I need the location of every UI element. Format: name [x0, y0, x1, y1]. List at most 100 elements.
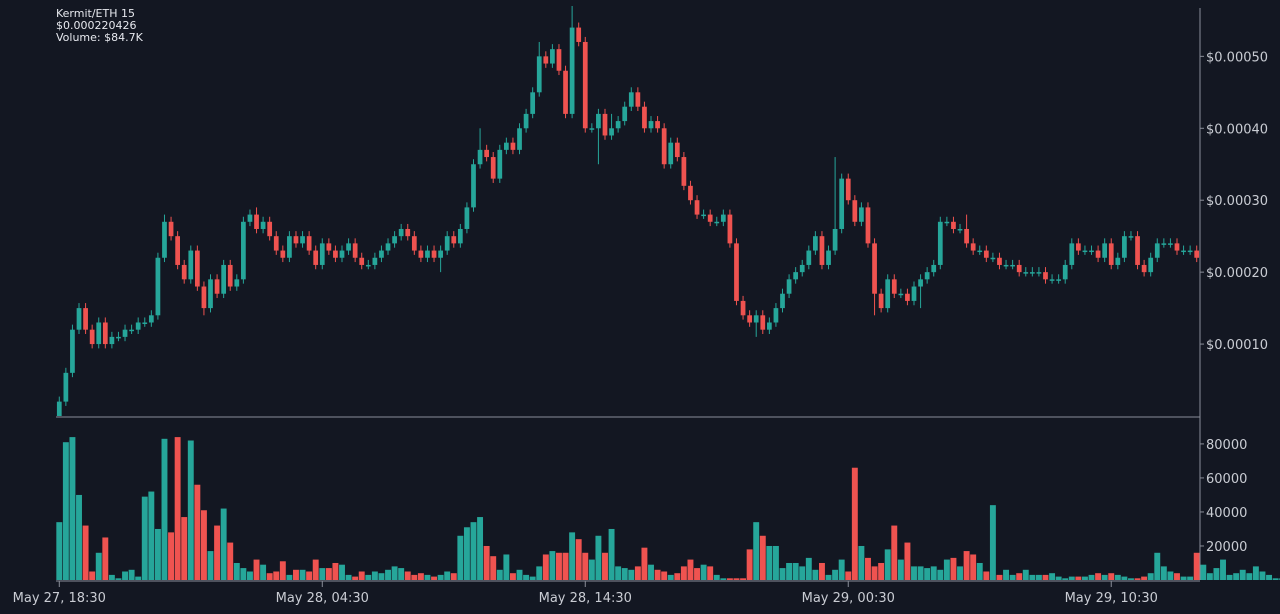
volume-bar[interactable]	[1167, 571, 1174, 580]
volume-bar[interactable]	[851, 467, 858, 580]
candle-body[interactable]	[267, 221, 273, 237]
volume-bar[interactable]	[687, 559, 694, 580]
volume-bar[interactable]	[1081, 576, 1088, 580]
candle-body[interactable]	[1082, 250, 1088, 253]
candle-body[interactable]	[786, 279, 792, 294]
candle-body[interactable]	[1128, 236, 1134, 238]
candle-body[interactable]	[1010, 264, 1015, 267]
volume-bar[interactable]	[411, 574, 418, 580]
candle-body[interactable]	[56, 401, 62, 416]
volume-bar[interactable]	[648, 564, 654, 580]
candle-body[interactable]	[385, 243, 391, 251]
volume-bar[interactable]	[431, 576, 438, 580]
candle-body[interactable]	[628, 92, 634, 107]
candle-body[interactable]	[477, 149, 483, 165]
candle-body[interactable]	[1181, 250, 1186, 253]
volume-bar[interactable]	[516, 569, 523, 580]
volume-bar[interactable]	[825, 574, 832, 580]
volume-bar[interactable]	[417, 573, 424, 580]
candle-body[interactable]	[1029, 272, 1035, 274]
volume-bar[interactable]	[470, 522, 477, 580]
volume-bar[interactable]	[1180, 576, 1187, 580]
volume-bar[interactable]	[1088, 574, 1095, 580]
volume-bar[interactable]	[1055, 576, 1062, 580]
candle-body[interactable]	[753, 315, 759, 323]
candle-body[interactable]	[129, 329, 134, 332]
volume-bar[interactable]	[371, 571, 378, 580]
candle-body[interactable]	[845, 178, 851, 201]
candle-body[interactable]	[951, 221, 956, 229]
candle-body[interactable]	[1069, 243, 1075, 265]
candle-body[interactable]	[556, 49, 562, 71]
candle-body[interactable]	[898, 293, 904, 296]
candle-body[interactable]	[1154, 243, 1160, 258]
candle-body[interactable]	[504, 142, 509, 150]
volume-bar[interactable]	[792, 562, 799, 580]
volume-bar[interactable]	[805, 557, 812, 580]
volume-bar[interactable]	[812, 569, 819, 580]
volume-bar[interactable]	[1121, 576, 1128, 580]
candle-body[interactable]	[970, 243, 976, 251]
volume-bar[interactable]	[858, 545, 865, 580]
candle-body[interactable]	[997, 257, 1002, 265]
candle-body[interactable]	[89, 329, 95, 345]
candle-body[interactable]	[819, 236, 825, 265]
volume-bar[interactable]	[556, 552, 562, 580]
volume-bar[interactable]	[161, 438, 168, 580]
volume-bar[interactable]	[1134, 578, 1141, 580]
candle-body[interactable]	[333, 250, 338, 258]
candle-body[interactable]	[872, 243, 877, 294]
volume-bar[interactable]	[542, 554, 549, 580]
volume-bar[interactable]	[661, 571, 668, 580]
candle-body[interactable]	[379, 250, 384, 258]
volume-bar[interactable]	[1062, 578, 1069, 580]
volume-bar[interactable]	[1128, 578, 1134, 580]
volume-bar[interactable]	[989, 505, 996, 580]
volume-bar[interactable]	[312, 559, 319, 580]
candle-body[interactable]	[63, 372, 69, 402]
volume-bar[interactable]	[444, 571, 451, 580]
candle-body[interactable]	[221, 264, 227, 294]
candle-body[interactable]	[405, 228, 411, 237]
candle-body[interactable]	[313, 250, 319, 265]
candle-body[interactable]	[1108, 243, 1114, 265]
candle-body[interactable]	[918, 279, 923, 287]
candle-body[interactable]	[852, 200, 858, 222]
volume-bar[interactable]	[299, 569, 306, 580]
candle-body[interactable]	[398, 228, 404, 237]
candle-body[interactable]	[615, 121, 621, 129]
volume-bar[interactable]	[891, 525, 898, 580]
candle-body[interactable]	[635, 92, 641, 107]
volume-bar[interactable]	[286, 574, 293, 580]
candle-body[interactable]	[832, 228, 838, 251]
candle-body[interactable]	[260, 221, 266, 229]
candle-body[interactable]	[451, 236, 457, 244]
volume-bar[interactable]	[582, 552, 589, 580]
candle-body[interactable]	[813, 236, 818, 251]
volume-bar[interactable]	[1220, 559, 1226, 580]
volume-bar[interactable]	[62, 442, 69, 580]
candle-body[interactable]	[1141, 264, 1147, 273]
volume-bar[interactable]	[490, 556, 497, 580]
candle-body[interactable]	[734, 243, 739, 301]
candle-body[interactable]	[194, 250, 200, 287]
candle-body[interactable]	[576, 27, 582, 42]
candle-body[interactable]	[642, 106, 647, 129]
candle-body[interactable]	[181, 264, 187, 280]
candle-body[interactable]	[878, 293, 884, 309]
candle-body[interactable]	[254, 214, 259, 229]
volume-bar[interactable]	[260, 564, 267, 580]
volume-bar[interactable]	[1147, 573, 1154, 580]
volume-bar[interactable]	[957, 566, 963, 580]
volume-bar[interactable]	[246, 571, 253, 580]
volume-bar[interactable]	[187, 440, 194, 580]
candle-body[interactable]	[1122, 236, 1127, 258]
volume-bar[interactable]	[779, 568, 786, 580]
volume-bar[interactable]	[1035, 574, 1042, 580]
volume-bar[interactable]	[306, 571, 313, 580]
candle-body[interactable]	[201, 286, 207, 309]
candle-body[interactable]	[536, 56, 542, 93]
volume-bar[interactable]	[352, 576, 359, 580]
candle-body[interactable]	[464, 207, 470, 229]
candle-body[interactable]	[1062, 264, 1068, 280]
